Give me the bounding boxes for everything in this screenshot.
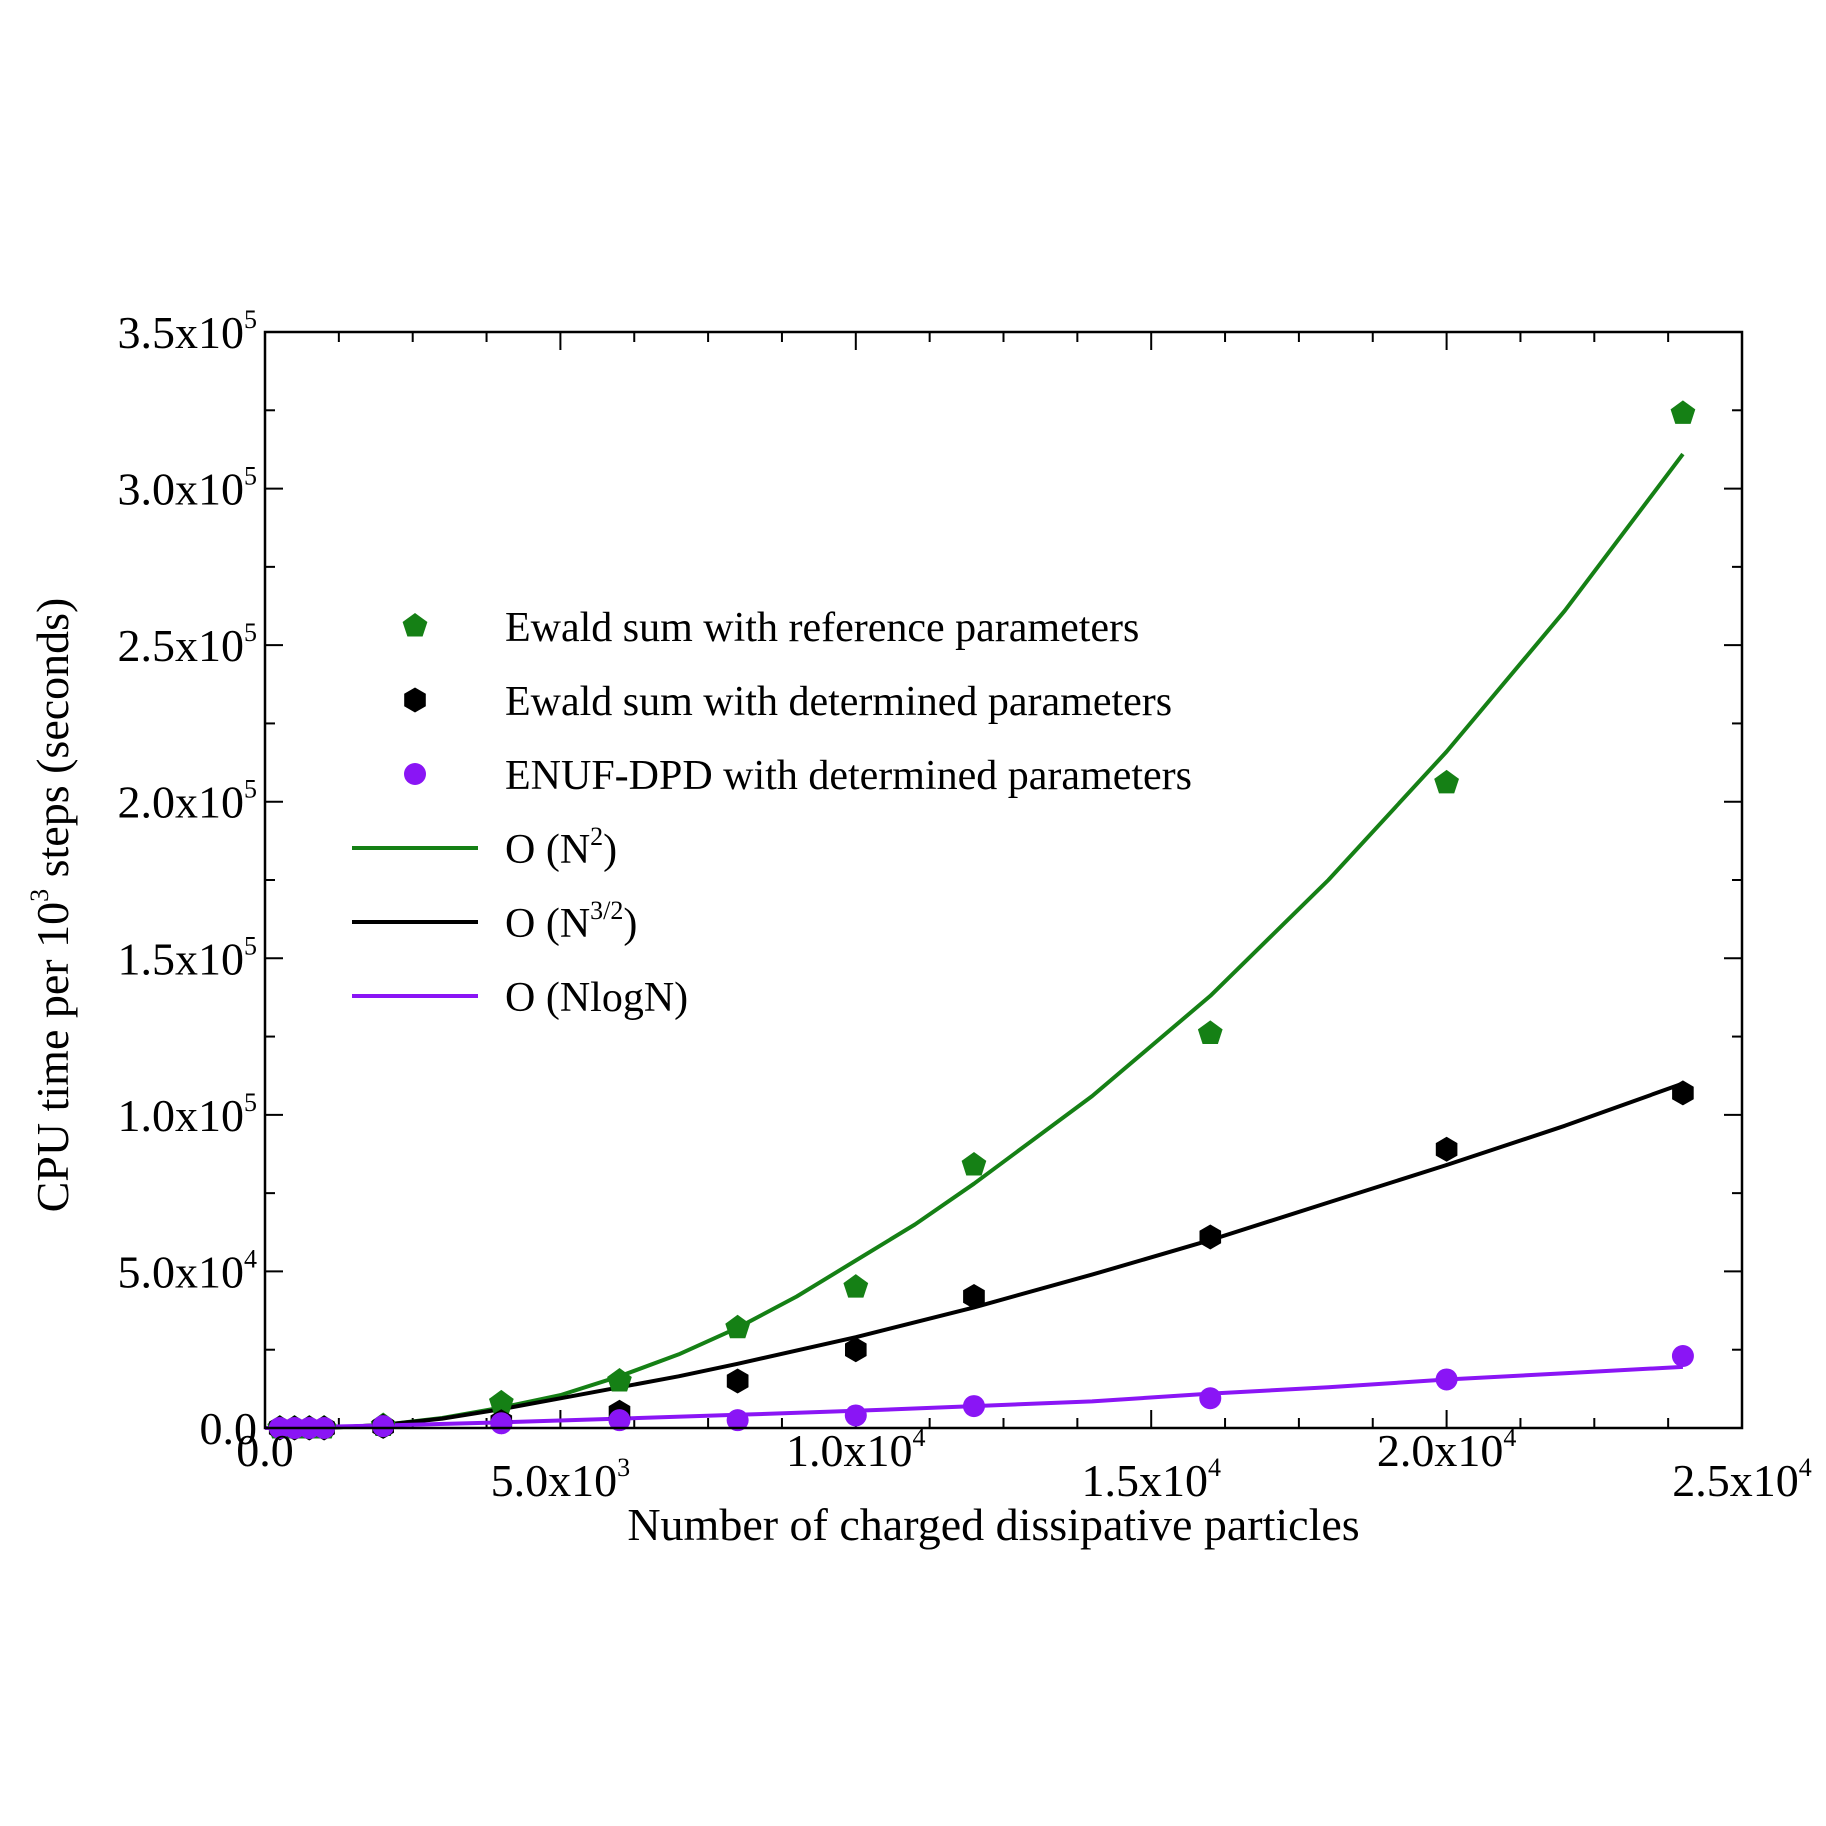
- data-point-series-2: [726, 1409, 749, 1432]
- legend-marker-0: [402, 613, 428, 637]
- data-point-series-2: [608, 1409, 631, 1432]
- legend-label-2: ENUF-DPD with determined parameters: [505, 753, 1192, 799]
- y-tick-label: 0.0: [200, 1403, 258, 1454]
- axis-ticks: [264, 331, 1743, 1429]
- data-point-series-0: [1197, 1020, 1223, 1044]
- y-tick-label: 5.0x104: [118, 1244, 258, 1297]
- x-tick-label: 5.0x103: [491, 1453, 631, 1506]
- data-point-series-2: [962, 1395, 985, 1418]
- y-axis-label-sup: 3: [25, 889, 54, 902]
- data-point-series-0: [607, 1368, 632, 1392]
- y-axis-label-main: CPU time per 10: [27, 902, 78, 1212]
- legend-label-4: O (N3/2): [505, 896, 637, 947]
- data-point-series-2: [1671, 1344, 1694, 1367]
- legend-label-3: O (N2): [505, 822, 617, 873]
- y-tick-label: 3.5x105: [118, 305, 258, 358]
- y-tick-label: 1.0x105: [118, 1088, 258, 1141]
- legend-marker-2: [404, 763, 426, 785]
- x-tick-label: 2.0x104: [1377, 1423, 1517, 1476]
- legend-marker-1: [404, 687, 426, 713]
- x-axis-label: Number of charged dissipative particles: [627, 1499, 1359, 1550]
- data-point-series-1: [963, 1284, 985, 1309]
- data-point-series-1: [845, 1337, 867, 1363]
- x-tick-label: 2.5x104: [1672, 1453, 1812, 1506]
- data-point-series-0: [1434, 769, 1459, 794]
- y-axis-label: CPU time per 103 steps (seconds): [25, 598, 78, 1213]
- legend-label-5: O (NlogN): [505, 975, 688, 1021]
- data-point-series-2: [844, 1404, 867, 1427]
- y-tick-label: 1.5x105: [118, 931, 258, 984]
- legend-label-0: Ewald sum with reference parameters: [505, 605, 1139, 651]
- x-tick-label: 1.0x104: [786, 1423, 926, 1476]
- x-tick-label: 1.5x104: [1081, 1453, 1221, 1506]
- x-tick-label: 0.0: [236, 1425, 294, 1476]
- data-markers: [267, 400, 1696, 1441]
- data-point-series-2: [1435, 1368, 1458, 1391]
- data-point-series-2: [372, 1415, 395, 1438]
- data-point-series-2: [490, 1412, 513, 1435]
- plot-frame: [263, 330, 1744, 1430]
- data-point-series-0: [725, 1314, 750, 1339]
- y-axis-label-rest: steps (seconds): [27, 598, 78, 889]
- x-tick-labels: 0.0 5.0x103 1.0x104 1.5x104 2.0x104 2.5x104: [236, 1423, 1812, 1506]
- y-tick-labels: 0.0 5.0x104 1.0x105 1.5x105 2.0x105 2.5x105 3.…: [118, 305, 258, 1454]
- data-point-series-1: [1672, 1080, 1694, 1106]
- legend: Ewald sum with reference parameters Ewald…: [352, 605, 1192, 1021]
- y-tick-label: 2.0x105: [118, 775, 258, 828]
- data-point-series-0: [843, 1274, 869, 1298]
- y-tick-label: 2.5x105: [118, 618, 258, 671]
- data-point-series-1: [1199, 1224, 1222, 1250]
- data-point-series-0: [961, 1152, 987, 1176]
- data-point-series-0: [1670, 400, 1696, 424]
- legend-label-1: Ewald sum with determined parameters: [505, 679, 1172, 725]
- data-point-series-2: [1199, 1387, 1222, 1410]
- data-point-series-1: [726, 1368, 749, 1394]
- data-point-series-1: [1435, 1136, 1458, 1162]
- y-tick-label: 3.0x105: [118, 462, 258, 515]
- data-point-series-0: [489, 1389, 514, 1414]
- series-line-4: [323, 1081, 1684, 1430]
